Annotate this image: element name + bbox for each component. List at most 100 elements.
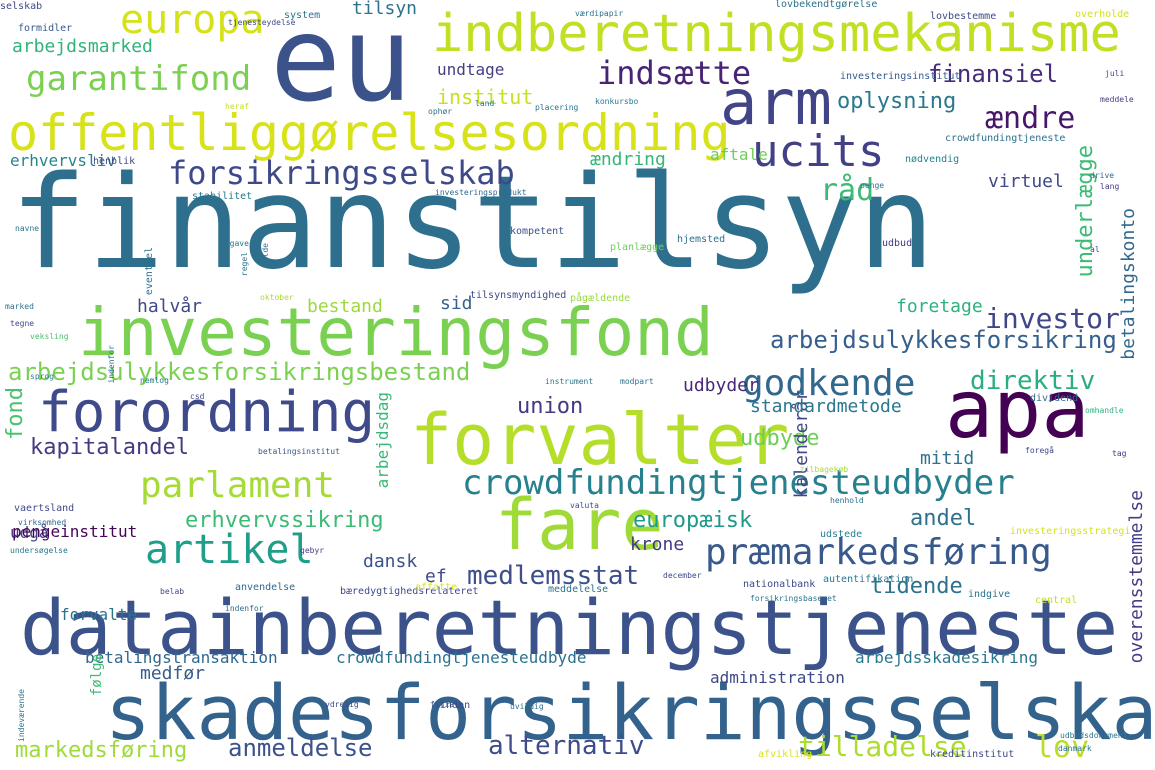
cloud-word: europæisk — [633, 508, 753, 533]
cloud-word: investeringsinstitut — [840, 71, 961, 82]
cloud-word: forordning — [38, 380, 376, 445]
cloud-word: alternativ — [488, 731, 645, 761]
cloud-word: underlægge — [1073, 145, 1098, 278]
cloud-word: direktiv — [970, 366, 1096, 396]
cloud-word: belab — [160, 587, 185, 596]
cloud-word: csd — [190, 392, 205, 401]
cloud-word: inden — [440, 700, 471, 711]
cloud-word: apa — [945, 363, 1090, 456]
cloud-word: virtuel — [988, 171, 1064, 192]
cloud-word: ef — [425, 566, 447, 587]
cloud-word: arbejdsulykkesforsikring — [770, 326, 1117, 354]
cloud-word: tilsyn — [352, 0, 418, 19]
cloud-word: ydrelig — [325, 700, 359, 709]
cloud-word: foregå — [1025, 446, 1054, 455]
cloud-word: forvalter — [410, 399, 790, 481]
cloud-word: regel — [240, 252, 249, 277]
cloud-word: kreditinstitut — [930, 749, 1015, 760]
cloud-word: konkursbo — [595, 97, 639, 106]
cloud-word: pågældende — [570, 293, 631, 304]
cloud-word: crowdfundingtjeneste — [945, 133, 1066, 144]
cloud-word: juli — [1105, 69, 1125, 78]
cloud-word: valuta — [570, 501, 599, 510]
cloud-word: december — [663, 571, 702, 580]
cloud-word: eventuel — [144, 247, 155, 296]
cloud-word: arbejdsmarked — [12, 36, 153, 57]
cloud-word: land — [475, 99, 495, 108]
cloud-word: anvendelse — [235, 582, 296, 593]
cloud-word: markedsføring — [15, 738, 188, 763]
cloud-word: tjenesteydelse — [228, 18, 296, 27]
cloud-word: uvildig — [510, 702, 544, 711]
cloud-word: udstede — [820, 529, 863, 540]
cloud-word: filial — [430, 700, 459, 709]
cloud-word: lov — [1035, 730, 1090, 765]
cloud-word: autentifikation — [823, 574, 914, 585]
cloud-word: overensstemmelse — [1126, 490, 1147, 664]
cloud-word: offentliggørelsesordning — [8, 104, 731, 162]
cloud-word: finansiel — [928, 60, 1059, 88]
cloud-word: arbejdsdag — [373, 392, 392, 489]
cloud-word: tilladelse — [798, 730, 967, 763]
cloud-word: stabilitet — [192, 191, 253, 202]
cloud-word: hjemsted — [677, 234, 726, 245]
cloud-word: bestand — [307, 296, 383, 317]
cloud-word: administration — [710, 668, 845, 687]
cloud-word: indgive — [968, 589, 1011, 600]
cloud-word: betalingskonto — [1118, 208, 1139, 360]
cloud-word: tag — [1112, 449, 1127, 458]
cloud-word: dansk — [363, 551, 418, 572]
cloud-word: planlægge — [610, 242, 665, 253]
cloud-word: parlament — [140, 465, 336, 506]
cloud-word: opgave — [220, 239, 249, 248]
cloud-word: ændring — [590, 149, 666, 170]
cloud-word: kompetent — [510, 226, 565, 237]
cloud-word: henhold — [830, 496, 864, 505]
cloud-word: arm — [720, 66, 832, 139]
cloud-word: værdipapir — [575, 9, 624, 18]
cloud-word: tilbagekøb — [800, 465, 849, 474]
cloud-word: forsikringsselskab — [168, 154, 515, 192]
cloud-word: heraf — [225, 102, 250, 111]
cloud-word: erhvervssikring — [185, 508, 384, 533]
cloud-word: afvikling — [758, 749, 813, 760]
cloud-word: anmeldelse — [228, 734, 373, 762]
cloud-word: modpart — [620, 377, 654, 386]
cloud-word: tidende — [870, 574, 963, 599]
cloud-word: arbejdsulykkesforsikringsbestand — [8, 358, 471, 386]
cloud-word: meddelelse — [548, 584, 609, 595]
cloud-word: krone — [630, 534, 685, 555]
cloud-word: investor — [985, 302, 1120, 335]
cloud-word: udbud — [882, 238, 913, 249]
cloud-word: selskab — [0, 1, 43, 12]
cloud-word: vaertsland — [14, 503, 75, 514]
cloud-word: gælde — [261, 243, 270, 268]
cloud-word: råd — [820, 173, 875, 208]
cloud-word: tilsynsmyndighed — [470, 290, 567, 301]
cloud-word: udgå — [10, 523, 49, 542]
cloud-word: arbejdsskadesikring — [855, 648, 1039, 667]
cloud-word: affatte — [415, 582, 458, 593]
cloud-word: danmark — [1058, 744, 1092, 753]
cloud-word: navne — [15, 224, 40, 233]
cloud-word: betalingsinstitut — [258, 447, 340, 456]
cloud-word: formidler — [18, 23, 73, 34]
cloud-word: europa — [120, 0, 265, 43]
cloud-word: indsætte — [597, 54, 752, 92]
cloud-word: penge — [860, 181, 885, 190]
cloud-word: eu — [270, 0, 413, 128]
cloud-word: lovbestemme — [930, 11, 997, 22]
cloud-word: placering — [535, 103, 579, 112]
cloud-word: forsikringsbaseret — [750, 594, 837, 603]
cloud-word: halvår — [137, 296, 203, 317]
cloud-word: veksling — [30, 332, 69, 341]
cloud-word: henblik — [93, 156, 136, 167]
cloud-word: nationalbank — [743, 579, 816, 590]
cloud-word: udbyde — [740, 426, 820, 451]
cloud-word: lovbekendtgørelse — [775, 0, 878, 10]
cloud-word: mitid — [920, 448, 975, 469]
cloud-word: ophør — [428, 107, 453, 116]
cloud-word: medlemsstat — [467, 561, 640, 591]
cloud-word: overholde — [1075, 9, 1130, 20]
